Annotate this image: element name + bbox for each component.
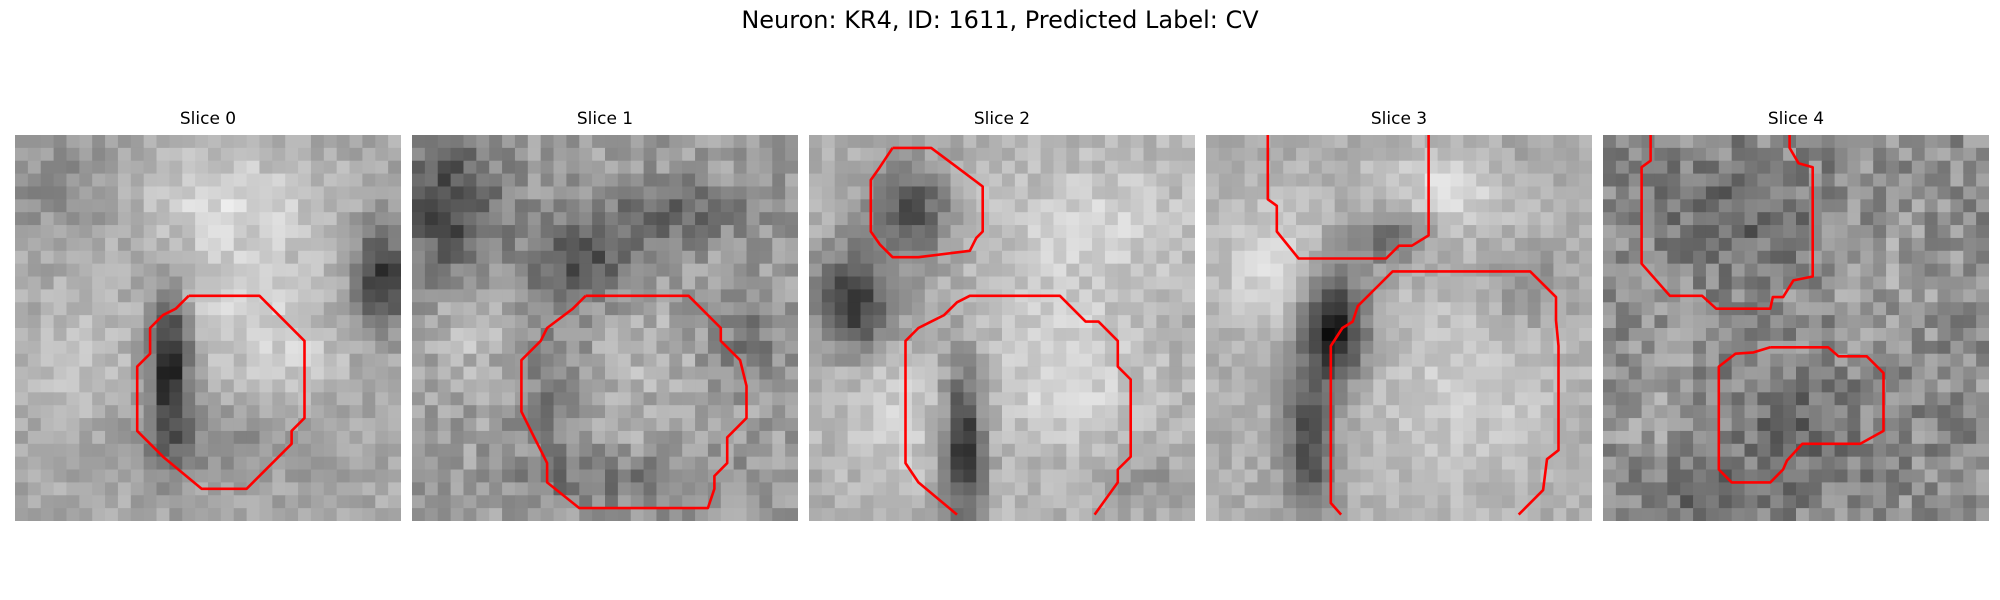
cell-contour <box>1717 346 1885 484</box>
slice-panel: Slice 2 <box>809 108 1195 521</box>
slice-image <box>1603 135 1989 521</box>
cell-contour <box>1266 135 1430 260</box>
slice-canvas <box>15 135 401 521</box>
slice-title: Slice 1 <box>576 109 634 129</box>
slice-panel: Slice 1 <box>412 108 798 521</box>
cell-contour <box>1329 270 1560 516</box>
slice-title: Slice 3 <box>1370 109 1428 129</box>
slice-panel: Slice 4 <box>1603 108 1989 521</box>
slice-title: Slice 4 <box>1767 109 1825 129</box>
pixel-grid <box>412 135 798 521</box>
slice-panel: Slice 0 <box>15 108 401 521</box>
pixel-grid <box>1206 135 1592 521</box>
pixel-grid <box>15 135 401 521</box>
slice-canvas <box>1206 135 1592 521</box>
cell-contour <box>1640 135 1814 310</box>
slice-canvas <box>809 135 1195 521</box>
pixel-grid <box>809 135 1195 521</box>
slice-title: Slice 0 <box>179 109 237 129</box>
slice-canvas <box>1603 135 1989 521</box>
slice-image <box>412 135 798 521</box>
cell-contour <box>904 294 1133 516</box>
cell-contour <box>520 294 748 510</box>
slice-image <box>1206 135 1592 521</box>
figure-title: Neuron: KR4, ID: 1611, Predicted Label: … <box>741 6 1259 34</box>
slice-title: Slice 2 <box>973 109 1031 129</box>
slice-image <box>809 135 1195 521</box>
cell-contour <box>135 294 306 491</box>
cell-contour <box>869 146 984 259</box>
slice-canvas <box>412 135 798 521</box>
slice-panel: Slice 3 <box>1206 108 1592 521</box>
pixel-grid <box>1603 135 1989 521</box>
slice-image <box>15 135 401 521</box>
